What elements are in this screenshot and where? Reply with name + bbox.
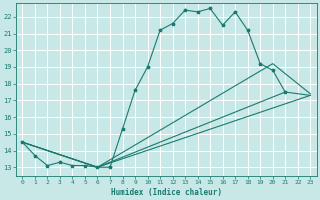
X-axis label: Humidex (Indice chaleur): Humidex (Indice chaleur): [111, 188, 222, 197]
